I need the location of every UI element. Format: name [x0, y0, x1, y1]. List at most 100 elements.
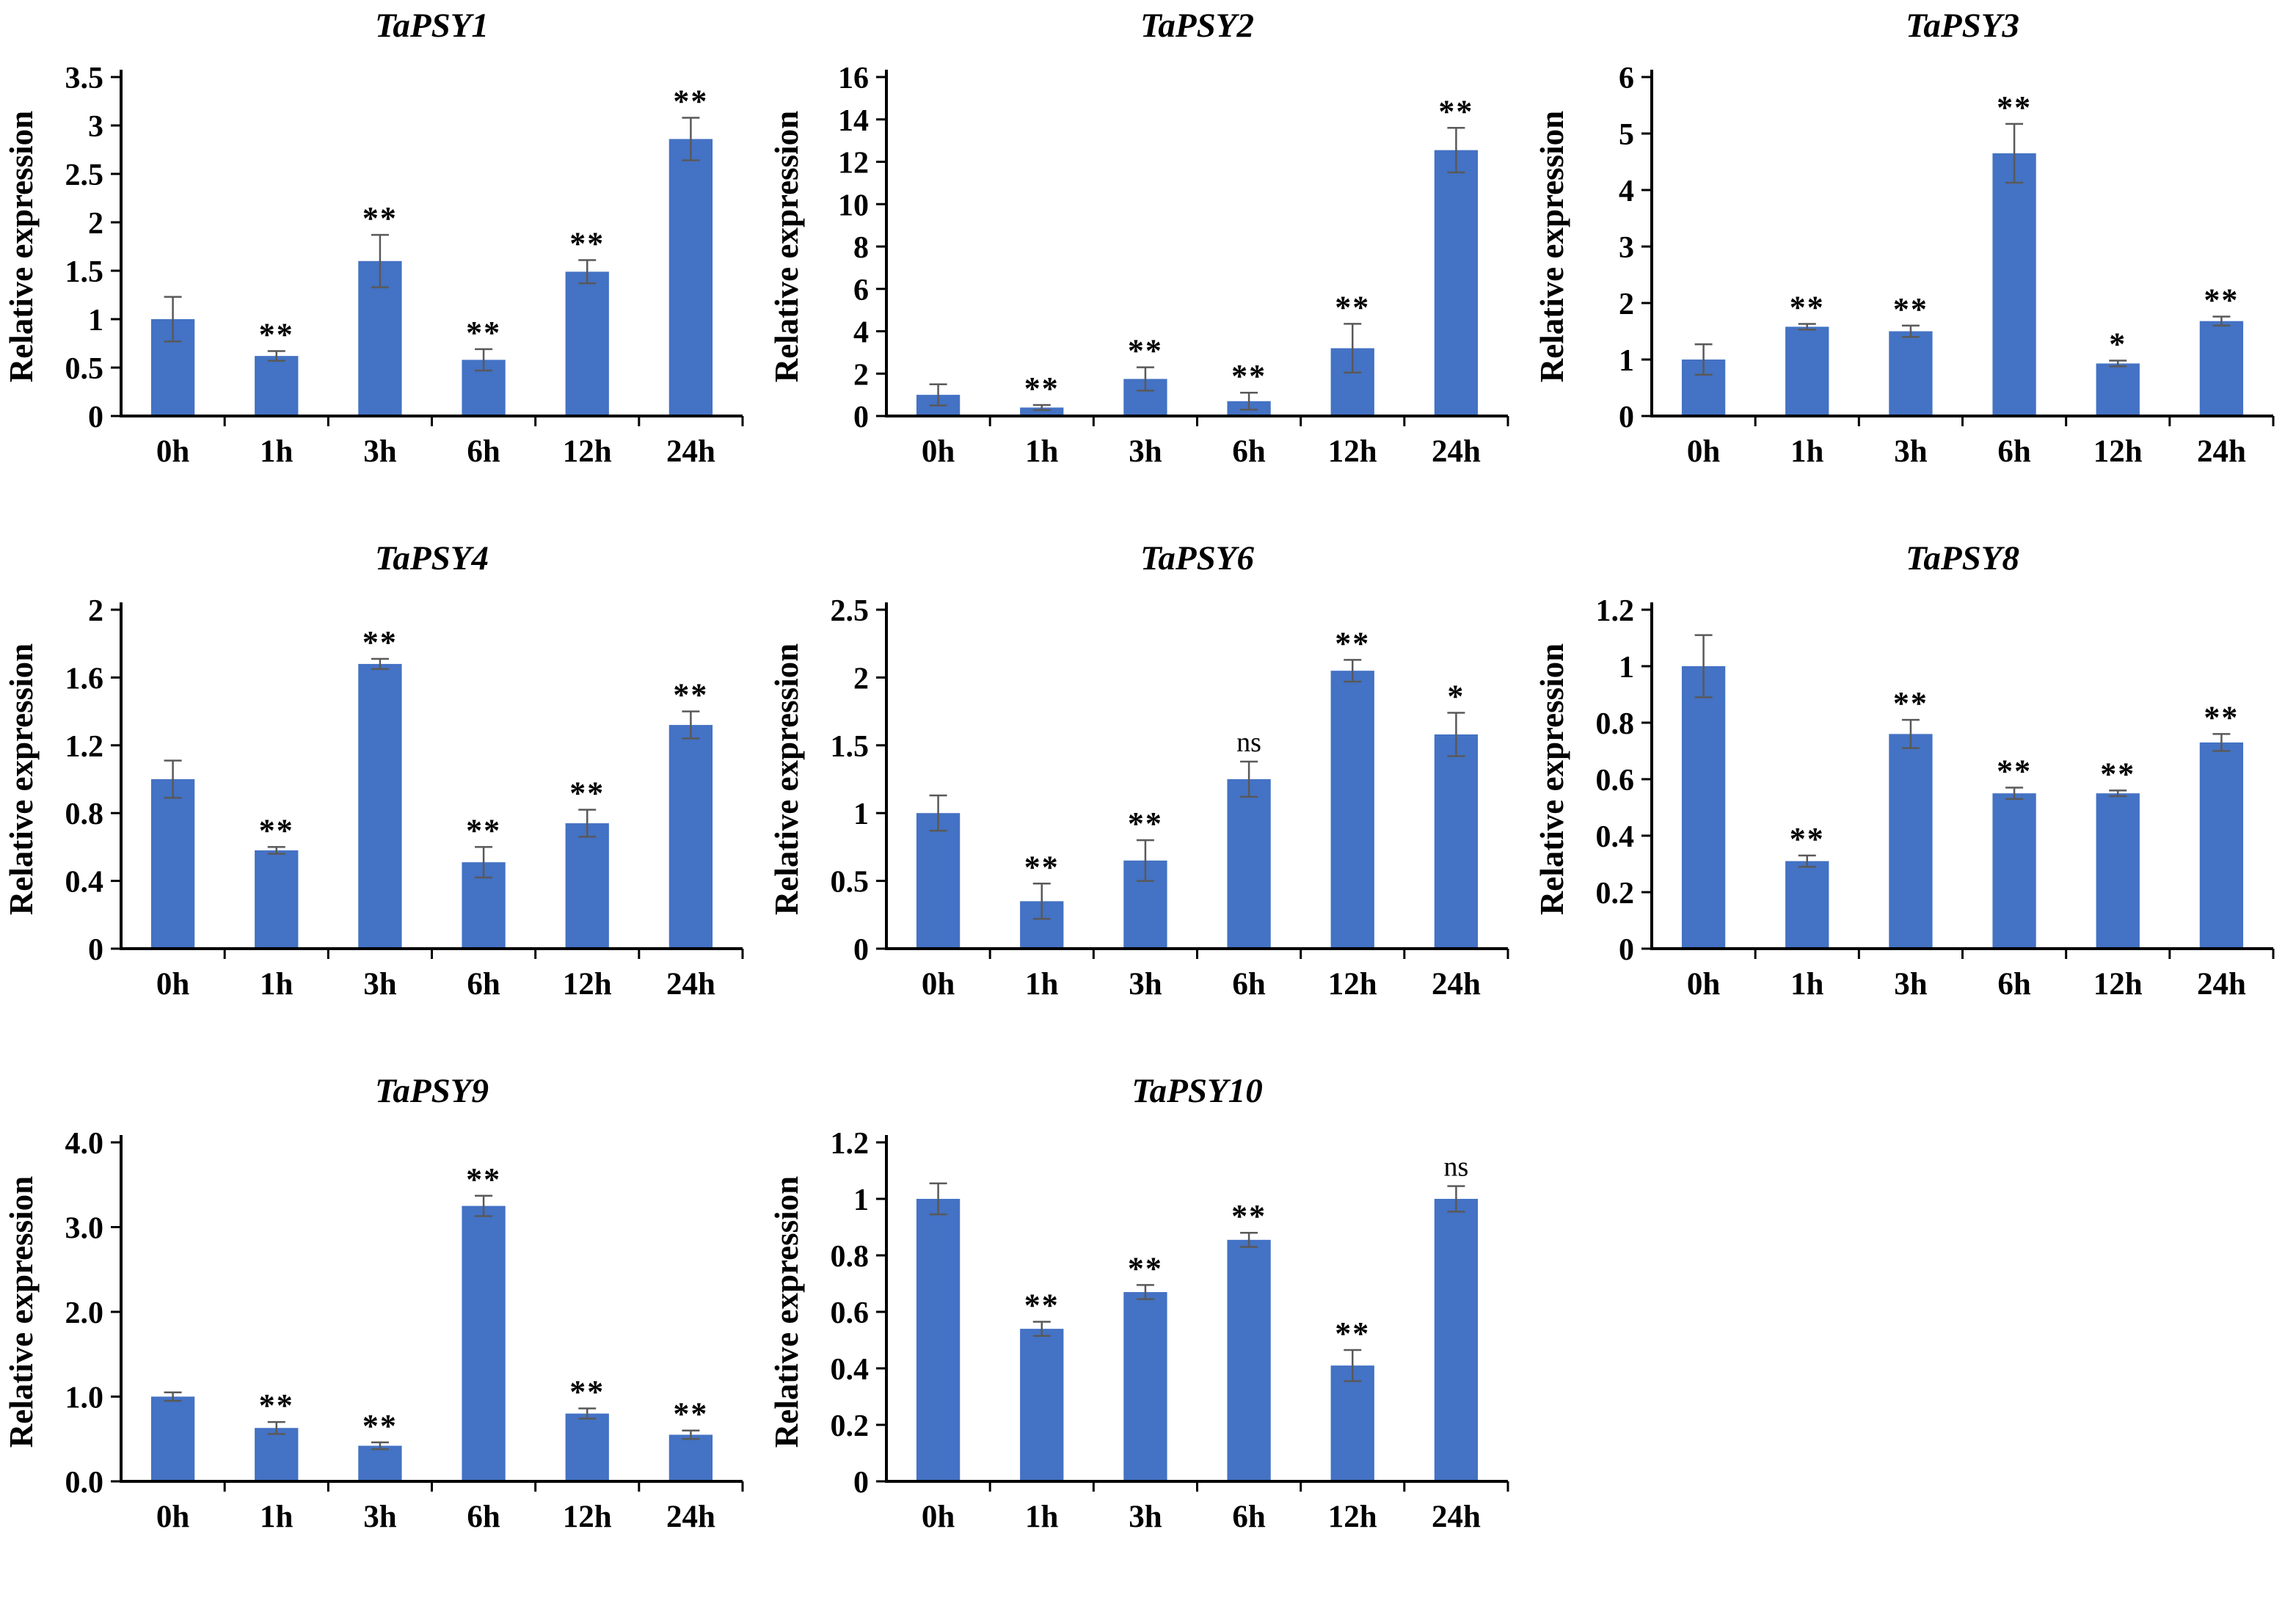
x-tick-label: 3h [363, 434, 397, 469]
x-tick-label: 0h [922, 967, 955, 1002]
y-tick-label: 0.4 [1596, 820, 1635, 854]
y-tick-label: 1.6 [65, 662, 104, 696]
y-tick-label: 6 [1619, 62, 1634, 95]
x-tick-label: 12h [563, 967, 612, 1002]
x-tick-label: 12h [2093, 434, 2143, 469]
y-axis-label: Relative expression [768, 111, 805, 382]
y-tick-label: 0 [1619, 933, 1634, 967]
x-tick-label: 3h [1129, 434, 1162, 469]
significance-label: ** [362, 200, 398, 236]
x-tick-label: 24h [666, 1500, 715, 1534]
y-axis-label: Relative expression [768, 643, 805, 915]
x-tick-label: 0h [156, 1500, 190, 1534]
y-tick-label: 0.2 [1596, 877, 1635, 911]
y-tick-label: 1.5 [65, 255, 104, 289]
x-tick-label: 12h [2093, 967, 2143, 1002]
significance-label: ns [1444, 1152, 1469, 1183]
y-tick-label: 14 [838, 104, 869, 138]
x-tick-label: 6h [1997, 434, 2031, 469]
y-tick-label: 1 [1619, 651, 1634, 685]
significance-label: ** [569, 1374, 605, 1410]
chart-panel-tapsy8: TaPSY8 Relative expression 0 0.2 0.4 0.6 0.8 1 1… [1531, 533, 2296, 1065]
y-axis-label: Relative expression [3, 1176, 40, 1448]
chart-tapsy8: TaPSY8 Relative expression 0 0.2 0.4 0.6 0.8 1 1… [1534, 539, 2275, 1002]
x-tick-label: 6h [1997, 967, 2031, 1002]
x-tick-label: 12h [563, 1500, 612, 1534]
bar-0h [150, 1396, 195, 1481]
bar-12h [565, 1413, 609, 1481]
y-tick-label: 10 [838, 189, 869, 222]
bar-1h [1020, 407, 1064, 416]
x-tick-label: 24h [1432, 967, 1481, 1002]
bar-3h [1889, 331, 1933, 416]
bar-24h [668, 1434, 713, 1481]
y-axis-label: Relative expression [3, 111, 40, 382]
y-tick-label: 0.5 [831, 866, 870, 900]
significance-label: ** [1231, 358, 1267, 394]
significance-label: ** [1997, 754, 2032, 789]
y-tick-label: 3 [1619, 231, 1634, 265]
bar-24h [668, 139, 713, 417]
bar-0h [916, 813, 961, 949]
bar-24h [668, 725, 713, 949]
bar-6h [1227, 779, 1271, 949]
y-tick-label: 0 [853, 1466, 869, 1500]
y-tick-label: 0 [88, 933, 103, 967]
significance-label: ** [466, 812, 501, 848]
chart-panel-tapsy3: TaPSY3 Relative expression 0 1 2 3 4 5 6 ** ** ** * *… [1531, 0, 2296, 533]
y-tick-label: 0.6 [1596, 764, 1635, 798]
x-tick-label: 3h [363, 967, 397, 1002]
significance-label: ** [673, 1396, 708, 1432]
y-tick-label: 0.4 [831, 1353, 870, 1387]
x-tick-label: 1h [1790, 434, 1824, 469]
bar-0h [916, 1199, 961, 1481]
bar-6h [1227, 1239, 1271, 1481]
significance-label: ** [1893, 685, 1928, 721]
bar-3h [358, 1445, 402, 1481]
y-tick-label: 0 [1619, 401, 1634, 434]
x-tick-label: 0h [1687, 434, 1721, 469]
y-tick-label: 1.2 [65, 730, 104, 764]
y-tick-label: 0.8 [65, 798, 104, 831]
y-tick-label: 4 [853, 316, 869, 350]
x-tick-label: 1h [260, 967, 294, 1002]
x-tick-label: 0h [156, 967, 190, 1002]
x-tick-label: 3h [1894, 434, 1928, 469]
x-tick-label: 12h [563, 434, 612, 469]
y-tick-label: 3.5 [65, 62, 104, 95]
y-tick-label: 0.8 [831, 1240, 870, 1274]
chart-tapsy2: TaPSY2 Relative expression 0 2 4 6 8 10 12 14 16 **… [768, 7, 1509, 469]
bar-3h [1889, 734, 1933, 949]
x-tick-label: 24h [1432, 1500, 1481, 1534]
bar-12h [565, 823, 609, 949]
significance-label: ** [1335, 1316, 1370, 1351]
y-tick-label: 1 [853, 798, 869, 831]
y-tick-label: 1.5 [831, 730, 870, 764]
chart-tapsy9: TaPSY9 Relative expression 0.0 1.0 2.0 3.0 4.0… [3, 1072, 744, 1534]
x-tick-label: 0h [922, 434, 955, 469]
y-tick-label: 3 [88, 110, 103, 144]
significance-label: ** [569, 225, 605, 261]
y-tick-label: 0.0 [65, 1466, 104, 1500]
y-tick-label: 0.2 [831, 1409, 870, 1443]
bar-0h [1681, 666, 1726, 949]
significance-label: ** [362, 624, 398, 660]
bar-24h [2199, 321, 2244, 416]
x-tick-label: 6h [1232, 967, 1266, 1002]
x-tick-label: 1h [1025, 434, 1059, 469]
bar-1h [255, 1428, 299, 1481]
bar-6h [462, 1205, 506, 1481]
significance-label: ** [1231, 1198, 1267, 1234]
bar-12h [2096, 363, 2140, 416]
y-tick-label: 2.5 [831, 594, 870, 628]
y-tick-label: 3.0 [65, 1212, 104, 1246]
y-tick-label: 1.0 [65, 1382, 104, 1415]
y-tick-label: 4.0 [65, 1127, 104, 1161]
significance-label: ** [1335, 289, 1370, 325]
y-axis-label: Relative expression [1534, 111, 1570, 382]
bar-6h [1992, 153, 2036, 416]
significance-label: ** [1128, 1250, 1163, 1286]
bar-3h [358, 663, 402, 949]
bar-0h [150, 779, 195, 949]
y-tick-label: 1.2 [831, 1127, 870, 1161]
